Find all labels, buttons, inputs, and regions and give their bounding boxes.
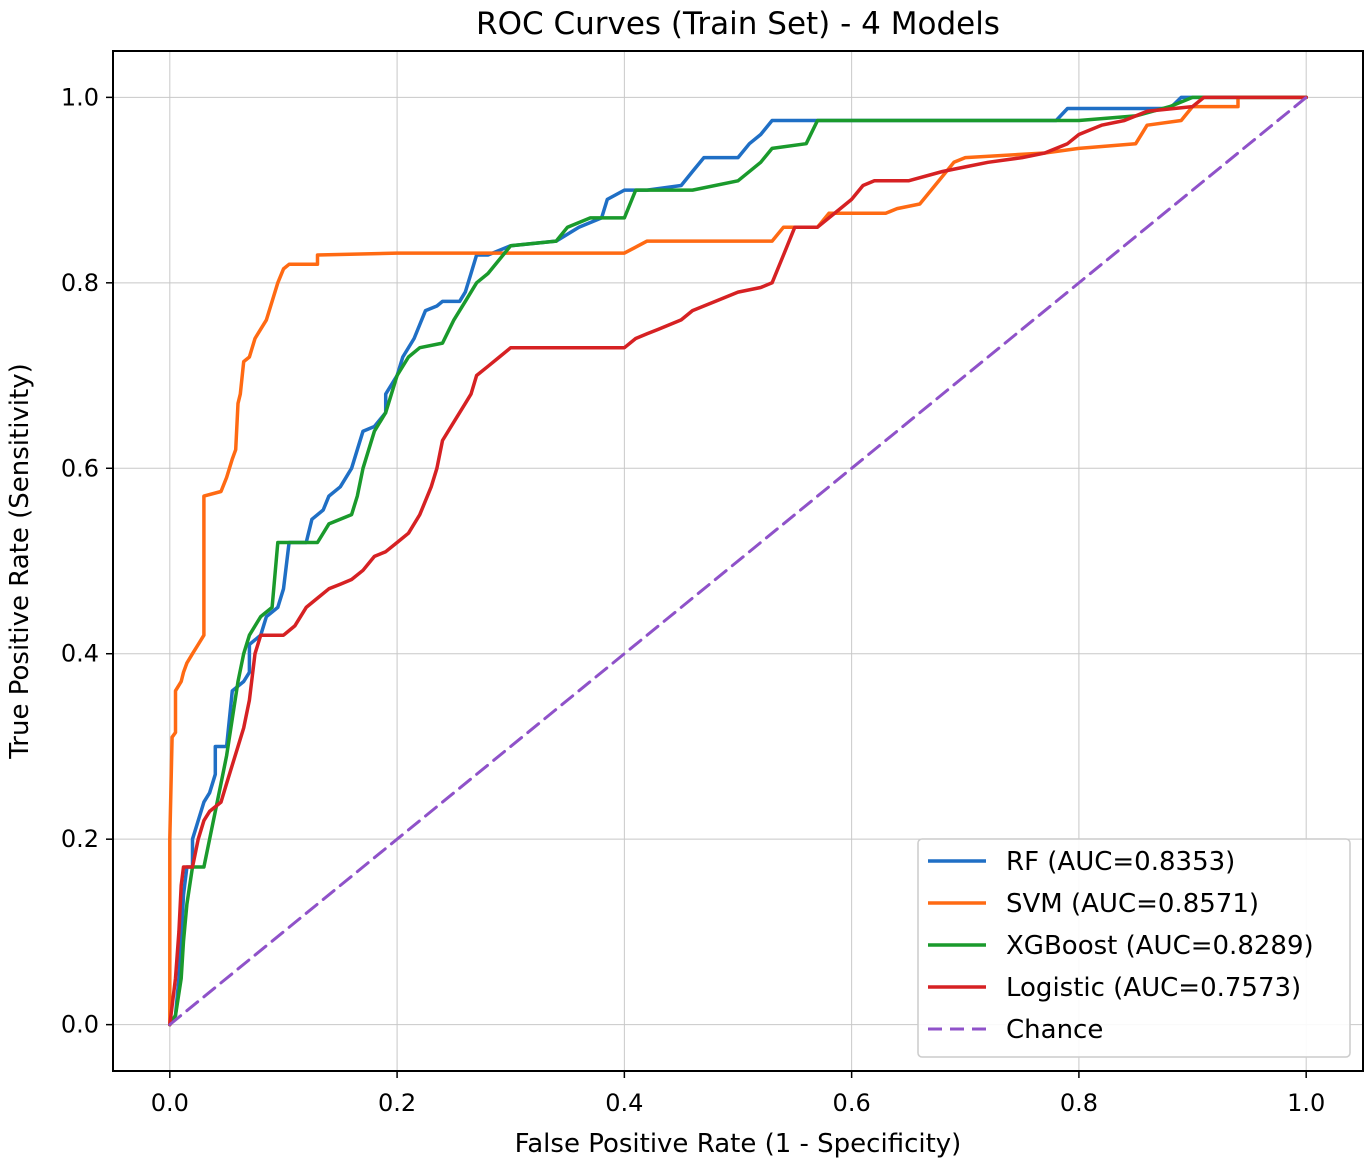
y-tick-label: 0.4 (61, 640, 99, 668)
series-line-chance (168, 95, 1308, 1027)
plot-area-frame (112, 50, 1364, 1072)
chart-title: ROC Curves (Train Set) - 4 Models (476, 6, 1000, 42)
legend-label-xgboost: XGBoost (AUC=0.8289) (1006, 931, 1314, 961)
legend-label-logistic: Logistic (AUC=0.7573) (1006, 973, 1301, 1003)
series-line-logistic (168, 95, 1308, 1027)
y-tick-label: 0.0 (61, 1011, 99, 1039)
series-line-xgboost (168, 95, 1308, 1027)
x-tick-label: 1.0 (1287, 1089, 1325, 1117)
y-tick-label: 0.6 (61, 454, 99, 482)
x-axis-title: False Positive Rate (1 - Specificity) (515, 1129, 962, 1159)
series-line-rf (168, 95, 1308, 1027)
x-tick-label: 0.8 (1060, 1089, 1098, 1117)
y-axis-title: True Positive Rate (Sensitivity) (5, 363, 35, 760)
x-tick-label: 0.0 (151, 1089, 189, 1117)
legend-box (917, 838, 1351, 1058)
legend: RF (AUC=0.8353) SVM (AUC=0.8571) XGBoost (… (917, 838, 1351, 1058)
x-tick-label: 0.4 (605, 1089, 643, 1117)
series-line-svm (168, 95, 1308, 1027)
legend-label-chance: Chance (1006, 1015, 1103, 1045)
y-tick-label: 1.0 (61, 83, 99, 111)
x-tick-label: 0.6 (833, 1089, 871, 1117)
y-tick-label: 0.2 (61, 825, 99, 853)
legend-label-rf: RF (AUC=0.8353) (1006, 847, 1235, 877)
y-tick-label: 0.8 (61, 269, 99, 297)
axis-ticks: 0.0 0.2 0.4 0.6 0.8 1.0 0.0 0.2 0.4 0.6 0.8 1.0 (61, 83, 1325, 1117)
series-lines (168, 95, 1308, 1027)
legend-label-svm: SVM (AUC=0.8571) (1006, 889, 1259, 919)
x-tick-label: 0.2 (378, 1089, 416, 1117)
grid (113, 51, 1363, 1071)
